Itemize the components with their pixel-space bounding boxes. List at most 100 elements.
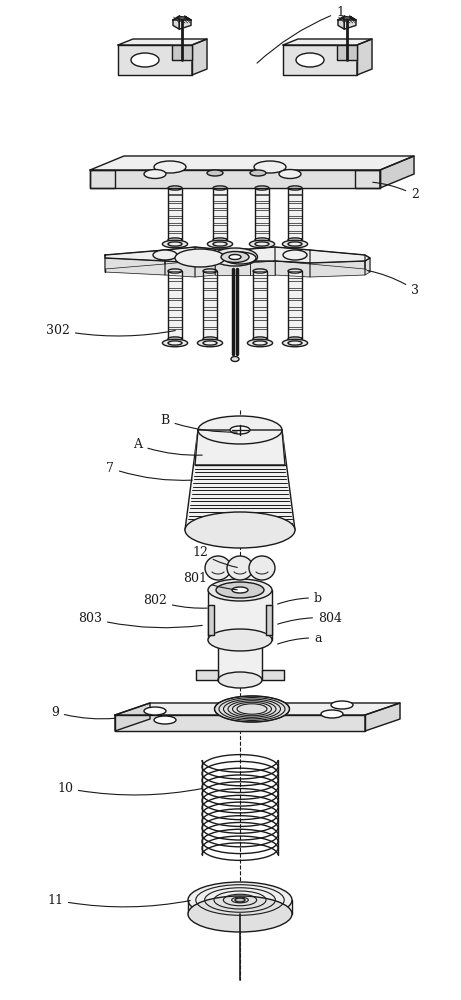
Polygon shape xyxy=(283,39,372,45)
Ellipse shape xyxy=(224,252,256,264)
Ellipse shape xyxy=(288,238,302,242)
Polygon shape xyxy=(195,430,285,465)
Ellipse shape xyxy=(253,337,267,341)
Ellipse shape xyxy=(230,426,250,434)
Ellipse shape xyxy=(188,882,292,918)
Ellipse shape xyxy=(279,169,301,178)
Text: 803: 803 xyxy=(78,611,202,628)
Ellipse shape xyxy=(188,896,292,932)
Ellipse shape xyxy=(208,579,272,601)
Ellipse shape xyxy=(288,341,302,345)
Ellipse shape xyxy=(162,339,188,347)
Ellipse shape xyxy=(213,242,227,246)
Ellipse shape xyxy=(207,240,233,248)
Polygon shape xyxy=(215,249,250,263)
Ellipse shape xyxy=(131,53,159,67)
Ellipse shape xyxy=(153,250,177,260)
Polygon shape xyxy=(115,715,365,731)
Ellipse shape xyxy=(229,254,241,259)
Polygon shape xyxy=(380,156,414,188)
Polygon shape xyxy=(115,703,400,715)
Ellipse shape xyxy=(144,707,166,715)
Polygon shape xyxy=(288,188,302,240)
Polygon shape xyxy=(195,261,215,277)
Ellipse shape xyxy=(144,169,166,178)
Ellipse shape xyxy=(231,357,239,361)
Ellipse shape xyxy=(253,341,267,345)
Polygon shape xyxy=(218,640,262,680)
Polygon shape xyxy=(185,430,295,530)
Polygon shape xyxy=(310,261,365,277)
Polygon shape xyxy=(118,45,192,75)
Text: 2: 2 xyxy=(373,182,419,202)
Ellipse shape xyxy=(296,53,324,67)
Ellipse shape xyxy=(154,716,176,724)
Polygon shape xyxy=(262,670,284,680)
Text: 12: 12 xyxy=(192,546,237,567)
Ellipse shape xyxy=(283,339,307,347)
Ellipse shape xyxy=(216,582,264,598)
Ellipse shape xyxy=(168,341,182,345)
Polygon shape xyxy=(365,255,370,272)
Polygon shape xyxy=(310,250,365,269)
Polygon shape xyxy=(172,45,192,60)
Ellipse shape xyxy=(283,240,307,248)
Polygon shape xyxy=(105,250,165,269)
Polygon shape xyxy=(255,188,269,240)
Ellipse shape xyxy=(207,170,223,176)
Text: 10: 10 xyxy=(57,782,202,795)
Polygon shape xyxy=(250,261,275,275)
Polygon shape xyxy=(365,703,400,731)
Text: 9: 9 xyxy=(51,706,115,719)
Polygon shape xyxy=(105,258,165,275)
Ellipse shape xyxy=(343,17,351,19)
Text: 302: 302 xyxy=(46,324,175,336)
Polygon shape xyxy=(179,16,191,29)
Polygon shape xyxy=(165,247,195,264)
Text: 801: 801 xyxy=(183,572,237,590)
Polygon shape xyxy=(208,590,272,640)
Ellipse shape xyxy=(283,250,307,260)
Ellipse shape xyxy=(288,337,302,341)
Polygon shape xyxy=(288,271,302,339)
Ellipse shape xyxy=(254,161,286,173)
Polygon shape xyxy=(365,258,370,275)
Ellipse shape xyxy=(162,240,188,248)
Ellipse shape xyxy=(250,170,266,176)
Text: 804: 804 xyxy=(278,611,342,624)
Ellipse shape xyxy=(218,672,262,688)
Ellipse shape xyxy=(232,587,248,593)
Polygon shape xyxy=(168,271,182,339)
Polygon shape xyxy=(355,170,380,188)
Ellipse shape xyxy=(197,339,223,347)
Ellipse shape xyxy=(321,710,343,718)
Polygon shape xyxy=(90,156,414,170)
Ellipse shape xyxy=(208,629,272,651)
Polygon shape xyxy=(203,271,217,339)
Ellipse shape xyxy=(214,696,290,722)
Ellipse shape xyxy=(248,339,272,347)
Ellipse shape xyxy=(185,512,295,548)
Polygon shape xyxy=(250,247,275,263)
Text: 1: 1 xyxy=(257,5,344,63)
Ellipse shape xyxy=(249,556,275,580)
Polygon shape xyxy=(357,39,372,75)
Polygon shape xyxy=(90,170,115,188)
Polygon shape xyxy=(338,16,344,29)
Text: 3: 3 xyxy=(368,271,419,296)
Ellipse shape xyxy=(154,161,186,173)
Ellipse shape xyxy=(198,416,282,444)
Ellipse shape xyxy=(227,556,253,580)
Polygon shape xyxy=(208,605,214,635)
Polygon shape xyxy=(253,271,267,339)
Polygon shape xyxy=(266,605,272,635)
Ellipse shape xyxy=(255,238,269,242)
Ellipse shape xyxy=(175,249,225,267)
Polygon shape xyxy=(338,16,356,20)
Polygon shape xyxy=(105,247,370,263)
Polygon shape xyxy=(344,16,356,29)
Polygon shape xyxy=(275,261,310,277)
Ellipse shape xyxy=(221,251,249,262)
Text: 7: 7 xyxy=(106,462,192,480)
Ellipse shape xyxy=(288,242,302,246)
